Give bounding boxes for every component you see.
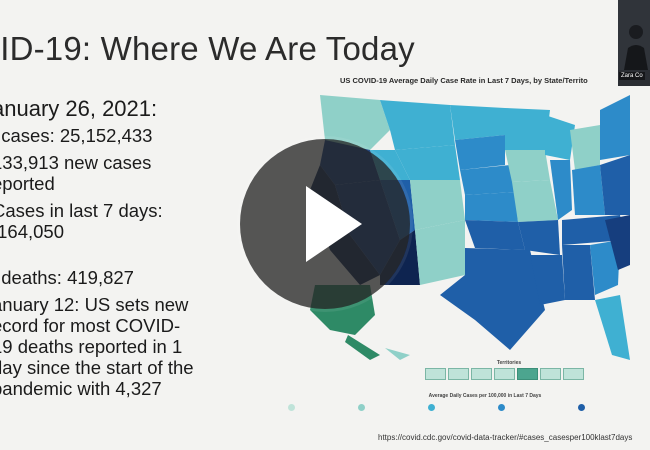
- slide-title: VID-19: Where We Are Today: [0, 30, 415, 67]
- legend-title: Average Daily Cases per 100,000 in Last …: [428, 393, 542, 399]
- map-region-mn: [505, 108, 550, 150]
- map-region-ga: [590, 240, 620, 295]
- slide-bullets: anuary 26, 2021: l cases: 25,152,433 133…: [0, 98, 252, 405]
- webcam-name: Zara Co: [619, 72, 645, 80]
- map-region-ar: [518, 220, 560, 255]
- map-region-co: [410, 180, 465, 230]
- bullet-week-2: ,164,050: [0, 221, 65, 242]
- map-region-pa-ny: [600, 155, 630, 215]
- map-region-fl: [595, 295, 630, 360]
- bullet-date: anuary 26, 2021:: [0, 96, 158, 121]
- bullet-total-cases: l cases: 25,152,433: [0, 125, 153, 146]
- legend-swatch-2: [358, 404, 365, 411]
- bullet-new-cases-1: 133,913 new cases: [0, 152, 152, 173]
- bullet-jan12-5: pandemic with 4,327: [0, 378, 162, 399]
- map-region-in-oh: [572, 165, 605, 215]
- map-region-tx: [440, 248, 545, 350]
- map-title: US COVID-19 Average Daily Case Rate in L…: [340, 76, 588, 85]
- bullet-jan12-2: ecord for most COVID-: [0, 315, 181, 336]
- legend-swatch-4: [498, 404, 505, 411]
- territories-box: Territories: [425, 360, 593, 385]
- map-legend: Average Daily Cases per 100,000 in Last …: [285, 393, 615, 415]
- webcam-thumbnail[interactable]: Zara Co: [618, 0, 650, 86]
- map-region-ne-states: [600, 95, 630, 160]
- map-region-sc: [605, 215, 630, 270]
- map-region-nm: [415, 220, 465, 285]
- map-region-hi: [385, 348, 410, 360]
- map-region-wy: [395, 145, 460, 180]
- map-region-ia: [505, 150, 550, 182]
- map-region-sd: [455, 135, 505, 170]
- source-url: https://covid.cdc.gov/covid-data-tracker…: [378, 433, 633, 442]
- legend-swatch-1: [288, 404, 295, 411]
- bullet-jan12-4: day since the start of the: [0, 357, 194, 378]
- map-region-mt: [380, 100, 455, 150]
- bullet-deaths: l deaths: 419,827: [0, 267, 134, 288]
- map-region-ms-al: [562, 245, 595, 300]
- map-region-la: [530, 255, 565, 305]
- legend-swatch-3: [428, 404, 435, 411]
- map-region-ok: [465, 220, 525, 250]
- bullet-new-cases-2: eported: [0, 173, 55, 194]
- map-region-nd: [450, 105, 505, 140]
- map-region-ks: [465, 192, 518, 222]
- map-region-il: [550, 160, 572, 220]
- legend-swatch-5: [578, 404, 585, 411]
- map-region-wi: [545, 115, 575, 160]
- territories-label: Territories: [496, 360, 522, 366]
- map-region-mo: [512, 180, 558, 222]
- play-button[interactable]: [240, 139, 410, 309]
- bullet-jan12-1: anuary 12: US sets new: [0, 294, 189, 315]
- play-icon: [306, 186, 362, 262]
- bullet-week-1: Cases in last 7 days:: [0, 200, 163, 221]
- bullet-jan12-3: 19 deaths reported in 1: [0, 336, 183, 357]
- webcam-person-icon: [618, 0, 650, 70]
- map-region-ne: [460, 165, 515, 195]
- map-region-mi: [570, 125, 600, 170]
